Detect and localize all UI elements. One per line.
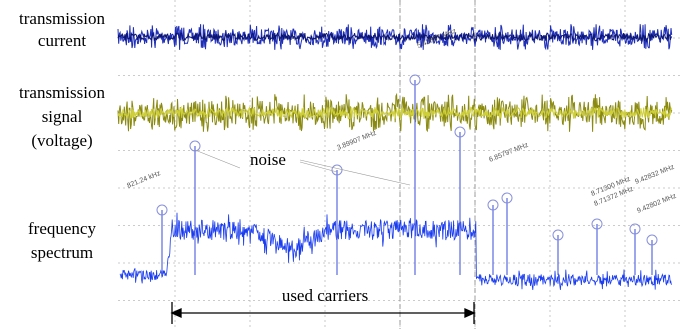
noise-pointers [195,150,410,185]
figure: transmission current transmission signal… [0,0,680,329]
marker-label: 3.89907 MHz [336,130,378,152]
marker-label: 9.42832 MHz [634,164,676,186]
label: spectrum [31,243,93,262]
label: current [38,31,86,50]
label: (voltage) [31,131,92,150]
marker-label: 821.24 kHz [126,170,162,190]
spectrum [120,213,671,290]
marker-label: 9.42802 MHz [636,193,678,215]
waveforms [118,24,672,290]
marker-label: 6.85797 MHz [488,142,530,164]
label: frequency [28,219,96,238]
label: signal [42,107,83,126]
grid [118,0,680,329]
label: transmission [19,83,105,102]
annotation: noise [250,150,286,169]
carrier-arrow [172,302,474,324]
annotation: used carriers [282,286,368,305]
label: transmission [19,9,105,28]
